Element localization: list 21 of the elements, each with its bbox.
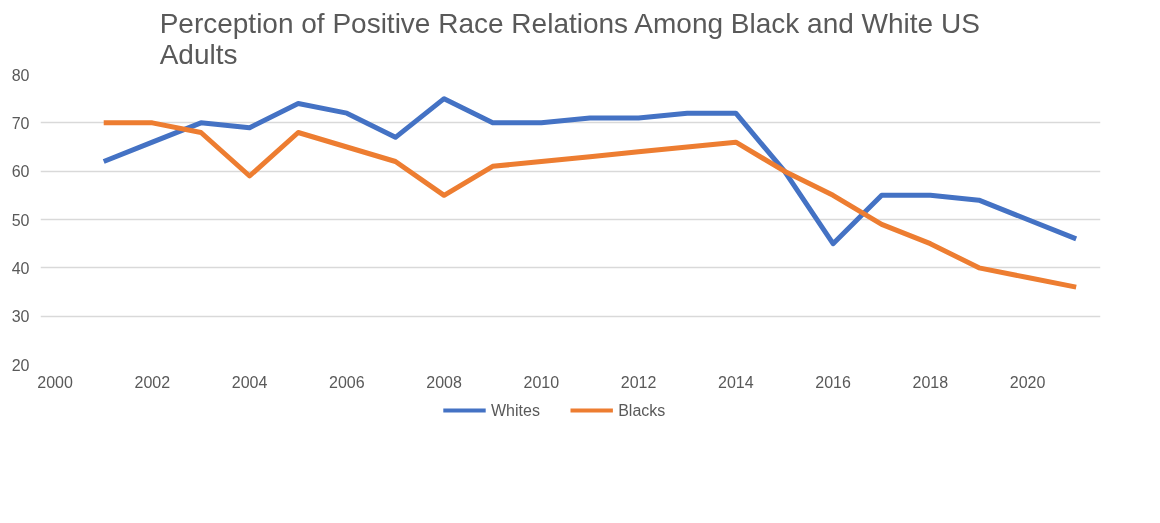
x-tick-label: 2006 bbox=[329, 373, 365, 391]
x-tick-label: 2016 bbox=[815, 373, 851, 391]
chart-title: Perception of Positive Race Relations Among Black and White US Adults bbox=[159, 7, 980, 70]
y-tick-label: 40 bbox=[11, 259, 30, 277]
y-tick-label: 70 bbox=[11, 114, 30, 132]
x-tick-label: 2010 bbox=[523, 373, 560, 391]
x-tick-label: 2004 bbox=[231, 373, 268, 391]
x-tick-label: 2002 bbox=[134, 373, 171, 391]
x-tick-label: 2020 bbox=[1009, 373, 1046, 391]
y-tick-label: 60 bbox=[11, 163, 30, 181]
x-tick-label: 2000 bbox=[37, 373, 73, 391]
y-tick-label: 30 bbox=[11, 308, 30, 326]
y-tick-label: 80 bbox=[11, 66, 30, 84]
y-tick-label: 50 bbox=[11, 211, 30, 229]
x-tick-label: 2012 bbox=[620, 373, 657, 391]
x-tick-label: 2018 bbox=[912, 373, 949, 391]
x-tick-label: 2008 bbox=[426, 373, 462, 391]
legend-label: Blacks bbox=[618, 402, 666, 419]
y-tick-label: 20 bbox=[11, 356, 30, 374]
legend-label: Whites bbox=[491, 402, 540, 419]
x-tick-label: 2014 bbox=[718, 373, 754, 391]
